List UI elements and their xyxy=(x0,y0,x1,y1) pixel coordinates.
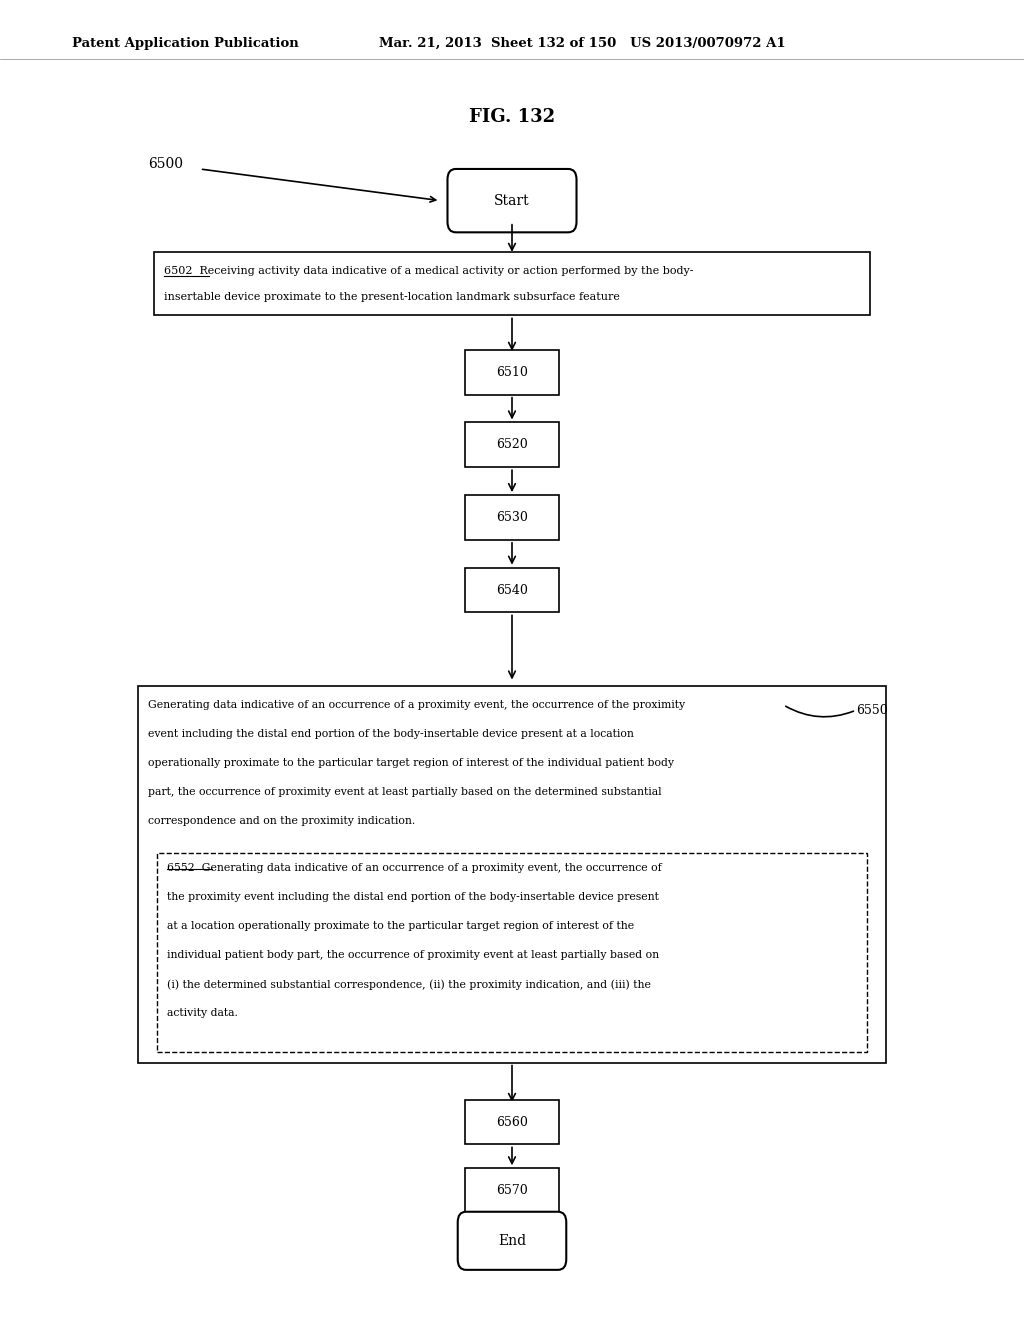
Text: insertable device proximate to the present-location landmark subsurface feature: insertable device proximate to the prese… xyxy=(164,292,620,302)
FancyBboxPatch shape xyxy=(447,169,577,232)
Text: operationally proximate to the particular target region of interest of the indiv: operationally proximate to the particula… xyxy=(148,758,675,768)
Bar xyxy=(157,853,867,1052)
Text: FIG. 132: FIG. 132 xyxy=(469,108,555,127)
Text: (i) the determined substantial correspondence, (ii) the proximity indication, an: (i) the determined substantial correspon… xyxy=(167,979,651,990)
Bar xyxy=(465,422,559,467)
Text: Patent Application Publication: Patent Application Publication xyxy=(72,37,298,50)
Text: 6552  Generating data indicative of an occurrence of a proximity event, the occu: 6552 Generating data indicative of an oc… xyxy=(167,863,662,874)
Text: part, the occurrence of proximity event at least partially based on the determin: part, the occurrence of proximity event … xyxy=(148,787,663,797)
Text: 6520: 6520 xyxy=(496,438,528,451)
Text: event including the distal end portion of the body-insertable device present at : event including the distal end portion o… xyxy=(148,729,634,739)
Text: at a location operationally proximate to the particular target region of interes: at a location operationally proximate to… xyxy=(167,921,634,932)
Text: Start: Start xyxy=(495,194,529,207)
Text: 6502  Receiving activity data indicative of a medical activity or action perform: 6502 Receiving activity data indicative … xyxy=(164,265,693,276)
Bar xyxy=(465,1100,559,1144)
Text: Generating data indicative of an occurrence of a proximity event, the occurrence: Generating data indicative of an occurre… xyxy=(148,700,686,710)
Text: 6500: 6500 xyxy=(148,157,183,170)
Text: 6570: 6570 xyxy=(496,1184,528,1197)
Bar xyxy=(465,495,559,540)
Text: 6530: 6530 xyxy=(496,511,528,524)
Text: activity data.: activity data. xyxy=(167,1008,238,1019)
Bar xyxy=(465,1168,559,1213)
Bar xyxy=(465,568,559,612)
FancyBboxPatch shape xyxy=(458,1212,566,1270)
Text: 6510: 6510 xyxy=(496,366,528,379)
Text: End: End xyxy=(498,1234,526,1247)
Text: correspondence and on the proximity indication.: correspondence and on the proximity indi… xyxy=(148,816,416,826)
Text: individual patient body part, the occurrence of proximity event at least partial: individual patient body part, the occurr… xyxy=(167,950,659,961)
Text: 6560: 6560 xyxy=(496,1115,528,1129)
Text: Mar. 21, 2013  Sheet 132 of 150   US 2013/0070972 A1: Mar. 21, 2013 Sheet 132 of 150 US 2013/0… xyxy=(379,37,785,50)
Bar xyxy=(465,350,559,395)
Bar xyxy=(138,686,886,1063)
Text: 6550: 6550 xyxy=(856,704,888,717)
Bar xyxy=(154,252,870,315)
Text: the proximity event including the distal end portion of the body-insertable devi: the proximity event including the distal… xyxy=(167,892,658,903)
Text: 6540: 6540 xyxy=(496,583,528,597)
